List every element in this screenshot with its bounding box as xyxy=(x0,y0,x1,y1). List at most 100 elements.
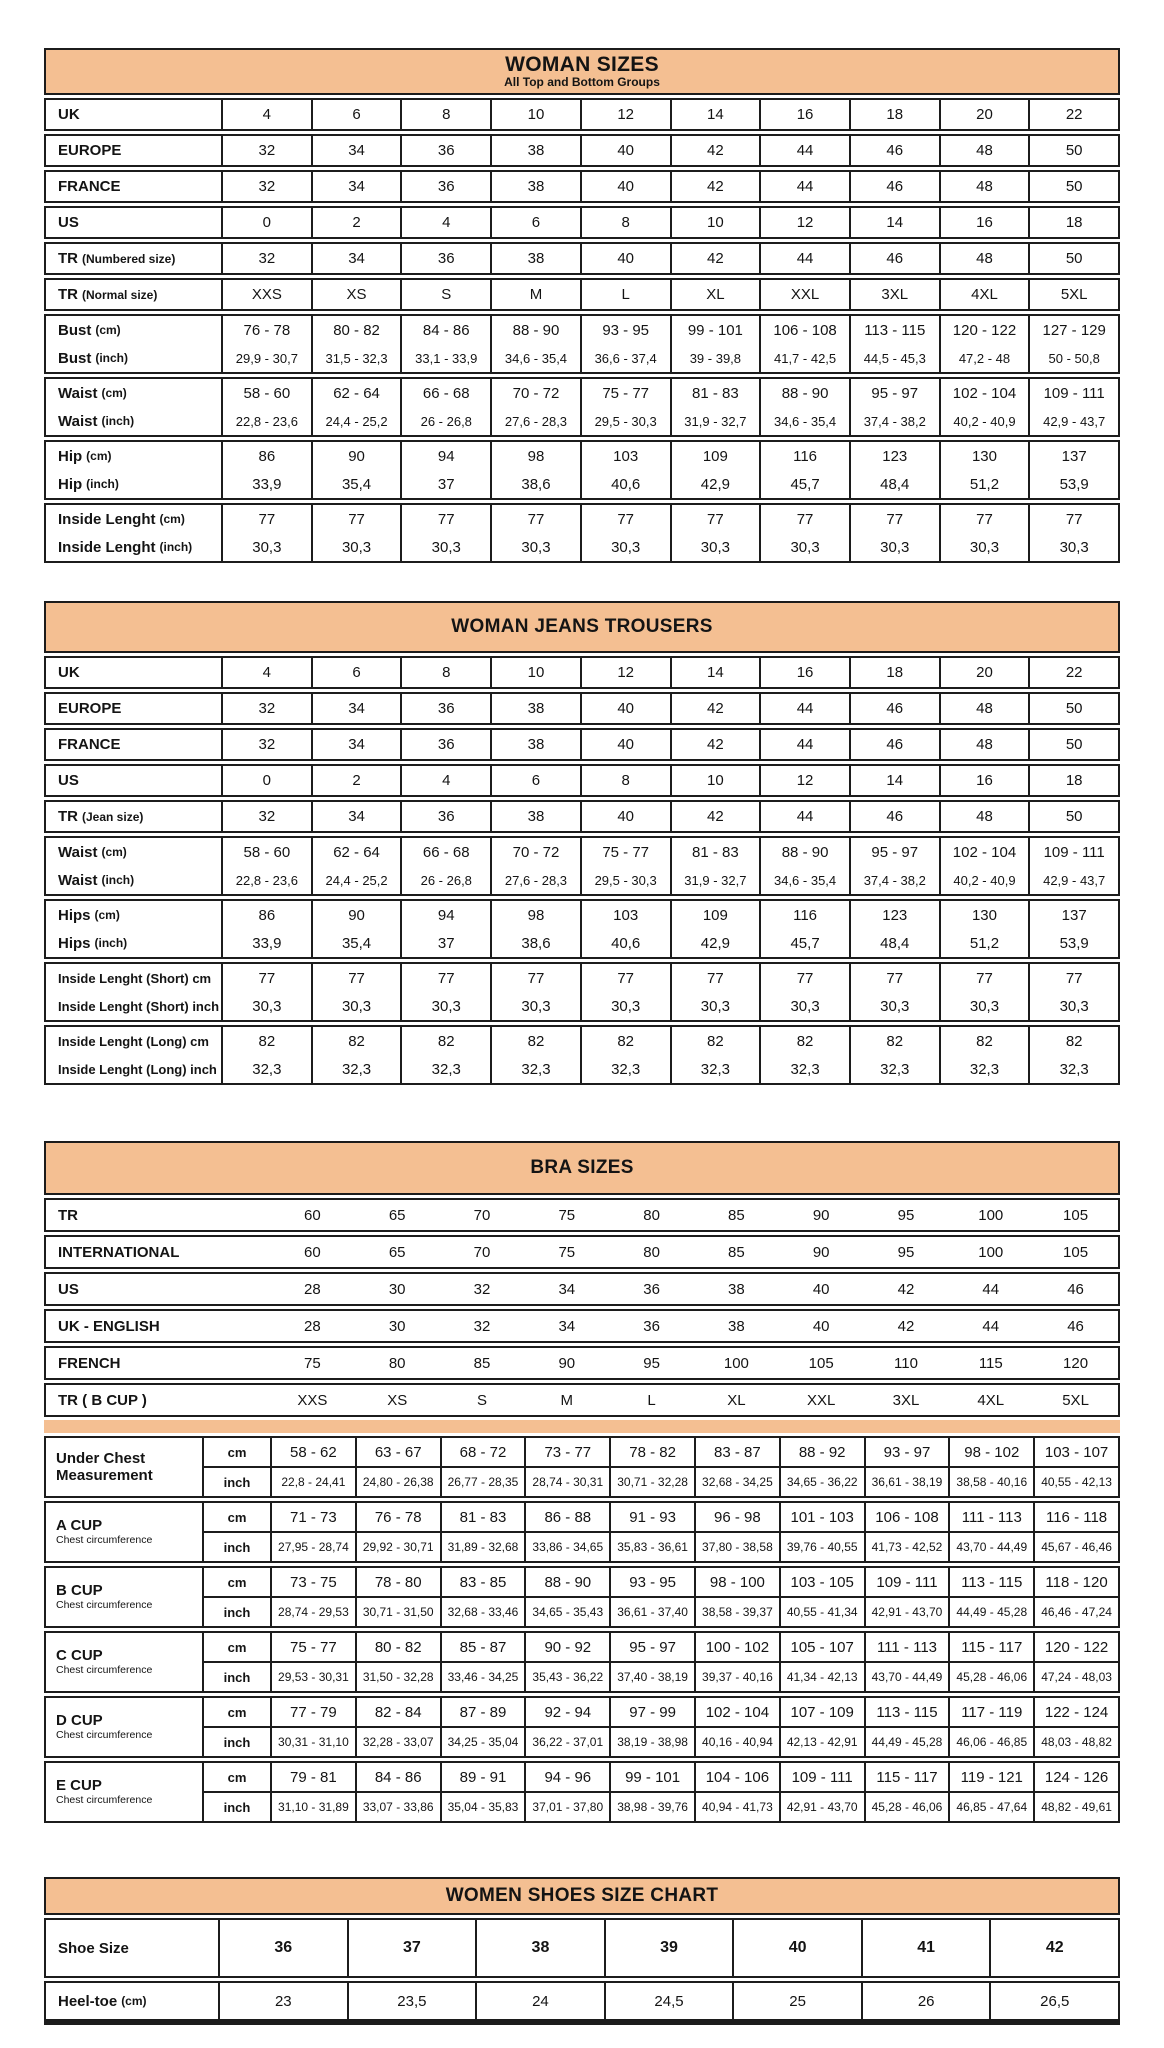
row-label: TR ( B CUP ) xyxy=(46,1385,270,1415)
size-value-cell: 46 xyxy=(1067,1280,1084,1298)
size-value-cell: 62 - 64 xyxy=(310,379,401,407)
table-row: TR 60 65 70 75 80 85 90 95 100 105 xyxy=(46,1200,1118,1230)
size-value-cell: 97 - 99 xyxy=(609,1698,694,1726)
table-row: Waist (inch) 22,8 - 23,6 24,4 - 25,2 26 - 26… xyxy=(46,866,1118,894)
size-value-cell: 5XL xyxy=(1062,1391,1089,1409)
table-row: FRENCH 75 80 85 90 95 100 105 110 115 120 xyxy=(46,1348,1118,1378)
size-value-cell: 107 - 109 xyxy=(778,1698,864,1726)
size-value-cell: 40 xyxy=(579,244,670,273)
measurement-rows: cm 73 - 75 78 - 80 83 - 85 88 - 90 93 - 95 98 … xyxy=(204,1568,1118,1626)
table-row: UK 4 6 8 10 12 14 16 18 20 22 xyxy=(46,100,1118,129)
size-value-cell: 90 xyxy=(812,1243,830,1261)
size-value-cell: 58 - 60 xyxy=(221,379,311,407)
row-label-text: US xyxy=(58,214,79,231)
size-value-cell: 14 xyxy=(848,766,939,795)
size-value-cell: 32,3 xyxy=(579,1055,670,1083)
size-value-cell: 106 - 108 xyxy=(759,316,849,344)
size-value-cell: 38 xyxy=(490,802,580,831)
size-value-cell: XL xyxy=(669,280,760,309)
size-value-cell: 41,73 - 42,52 xyxy=(863,1533,949,1561)
size-value-cell: 77 xyxy=(759,964,849,992)
woman-sizes-table: WOMAN SIZES All Top and Bottom Groups UK… xyxy=(44,48,1120,563)
size-value-cell: 48 xyxy=(938,730,1029,759)
size-value-cell: 46 xyxy=(848,730,939,759)
measurement-group-label: C CUP Chest circumference xyxy=(46,1633,204,1691)
size-value-cell: 102 - 104 xyxy=(938,838,1029,866)
size-value-cell: 26 - 26,8 xyxy=(400,866,490,894)
size-value-cell: 34 xyxy=(310,694,401,723)
woman-sizes-subtitle: All Top and Bottom Groups xyxy=(504,74,660,89)
table-row: Hips (inch) 33,9 35,4 37 38,6 40,6 42,9 45,7 48,4… xyxy=(46,929,1118,957)
size-value-cell: 90 - 92 xyxy=(524,1633,609,1661)
size-value-cell: 41,34 - 42,13 xyxy=(778,1663,864,1691)
size-value-cell: 77 xyxy=(1028,964,1118,992)
size-value-cell: 81 - 83 xyxy=(669,838,760,866)
row-label: Shoe Size xyxy=(46,1920,218,1976)
row-label-detail: (cm) xyxy=(94,908,120,922)
size-value-cell: 88 - 90 xyxy=(759,379,849,407)
table-row: Bust (cm) 76 - 78 80 - 82 84 - 86 88 - 90 93 -… xyxy=(46,316,1118,344)
row-label: Hip (inch) xyxy=(46,470,221,498)
size-value-cell: 40,6 xyxy=(579,929,670,957)
size-value-cell: 35,04 - 35,83 xyxy=(439,1793,525,1821)
size-value-cell: 45,7 xyxy=(759,929,849,957)
size-value-cell: 30,3 xyxy=(759,992,849,1020)
size-value-cell: 75 - 77 xyxy=(579,379,670,407)
size-value-cell: 65 xyxy=(388,1243,406,1261)
size-value-cell: 39 xyxy=(603,1920,733,1976)
size-value-cell: 77 xyxy=(400,505,490,533)
size-value-cell: 33,86 - 34,65 xyxy=(524,1533,609,1561)
measurement-group: D CUP Chest circumference cm 77 - 79 82 - 84… xyxy=(44,1696,1120,1758)
row-label-detail: (Normal size) xyxy=(82,287,158,302)
size-value-cell: 44 xyxy=(982,1317,1000,1335)
table-row: cm 58 - 62 63 - 67 68 - 72 73 - 77 78 - 82 83 … xyxy=(204,1438,1118,1466)
size-value-cell: 44,49 - 45,28 xyxy=(863,1728,949,1756)
measurement-group-title: C CUP xyxy=(56,1647,103,1665)
size-value-cell: 30,3 xyxy=(1028,533,1118,561)
row-label-detail: (inch) xyxy=(101,873,135,887)
size-value-cell: 76 - 78 xyxy=(354,1503,440,1531)
unit-cell: cm xyxy=(227,1574,247,1590)
size-value-cell: 24,80 - 26,38 xyxy=(354,1468,440,1496)
row-group: FRENCH 75 80 85 90 95 100 105 110 115 120 xyxy=(44,1346,1120,1380)
table-row: Heel-toe (cm) 23 23,5 24 24,5 25 26 26,5 xyxy=(46,1983,1118,2019)
size-value-cell: 30,3 xyxy=(669,533,760,561)
size-value-cell: 111 - 113 xyxy=(948,1503,1033,1531)
size-value-cell: 22,8 - 24,41 xyxy=(270,1468,355,1496)
row-label-detail: (inch) xyxy=(95,351,129,365)
size-value-cell: 27,95 - 28,74 xyxy=(270,1533,355,1561)
size-value-cell: 28 xyxy=(304,1280,321,1298)
size-value-cell: 8 xyxy=(400,100,490,129)
size-value-cell: 30,3 xyxy=(490,533,580,561)
size-value-cell: 109 - 111 xyxy=(863,1568,949,1596)
measurement-group-title: D CUP xyxy=(56,1712,103,1730)
size-value-cell: 16 xyxy=(759,658,849,687)
size-value-cell: 36,61 - 38,19 xyxy=(863,1468,949,1496)
size-value-cell: 30,3 xyxy=(1028,992,1118,1020)
size-value-cell: 42 xyxy=(669,730,760,759)
size-value-cell: 80 - 82 xyxy=(310,316,401,344)
size-value-cell: 87 - 89 xyxy=(439,1698,525,1726)
size-value-cell: 0 xyxy=(221,766,311,795)
row-label-text: TR xyxy=(58,808,78,825)
size-value-cell: 14 xyxy=(669,658,760,687)
size-value-cell: 48,4 xyxy=(848,929,939,957)
size-value-cell: 20 xyxy=(938,100,1029,129)
size-value-cell: 8 xyxy=(400,658,490,687)
unit-cell: inch xyxy=(223,1734,251,1750)
size-value-cell: 33,46 - 34,25 xyxy=(439,1663,525,1691)
size-value-cell: 137 xyxy=(1028,442,1118,470)
size-value-cell: 44 xyxy=(759,694,849,723)
measurement-group-title: A CUP xyxy=(56,1517,103,1535)
size-value-cell: 32,3 xyxy=(669,1055,760,1083)
size-value-cell: 75 xyxy=(558,1243,576,1261)
table-row: Inside Lenght (cm) 77 77 77 77 77 77 77 77 77 77 xyxy=(46,505,1118,533)
size-value-cell: 4 xyxy=(221,100,311,129)
size-value-cell: 46,46 - 47,24 xyxy=(1033,1598,1118,1626)
woman-sizes-rows: UK 4 6 8 10 12 14 16 18 20 22 EUROPE 32 34 36 38 40 42 44 4… xyxy=(44,98,1120,563)
size-value-cell: 37,4 - 38,2 xyxy=(848,407,939,435)
size-value-cell: 98 xyxy=(490,901,580,929)
row-label-text: EUROPE xyxy=(58,700,122,717)
size-value-cell: 28 xyxy=(304,1317,321,1335)
size-value-cell: 98 - 102 xyxy=(948,1438,1033,1466)
